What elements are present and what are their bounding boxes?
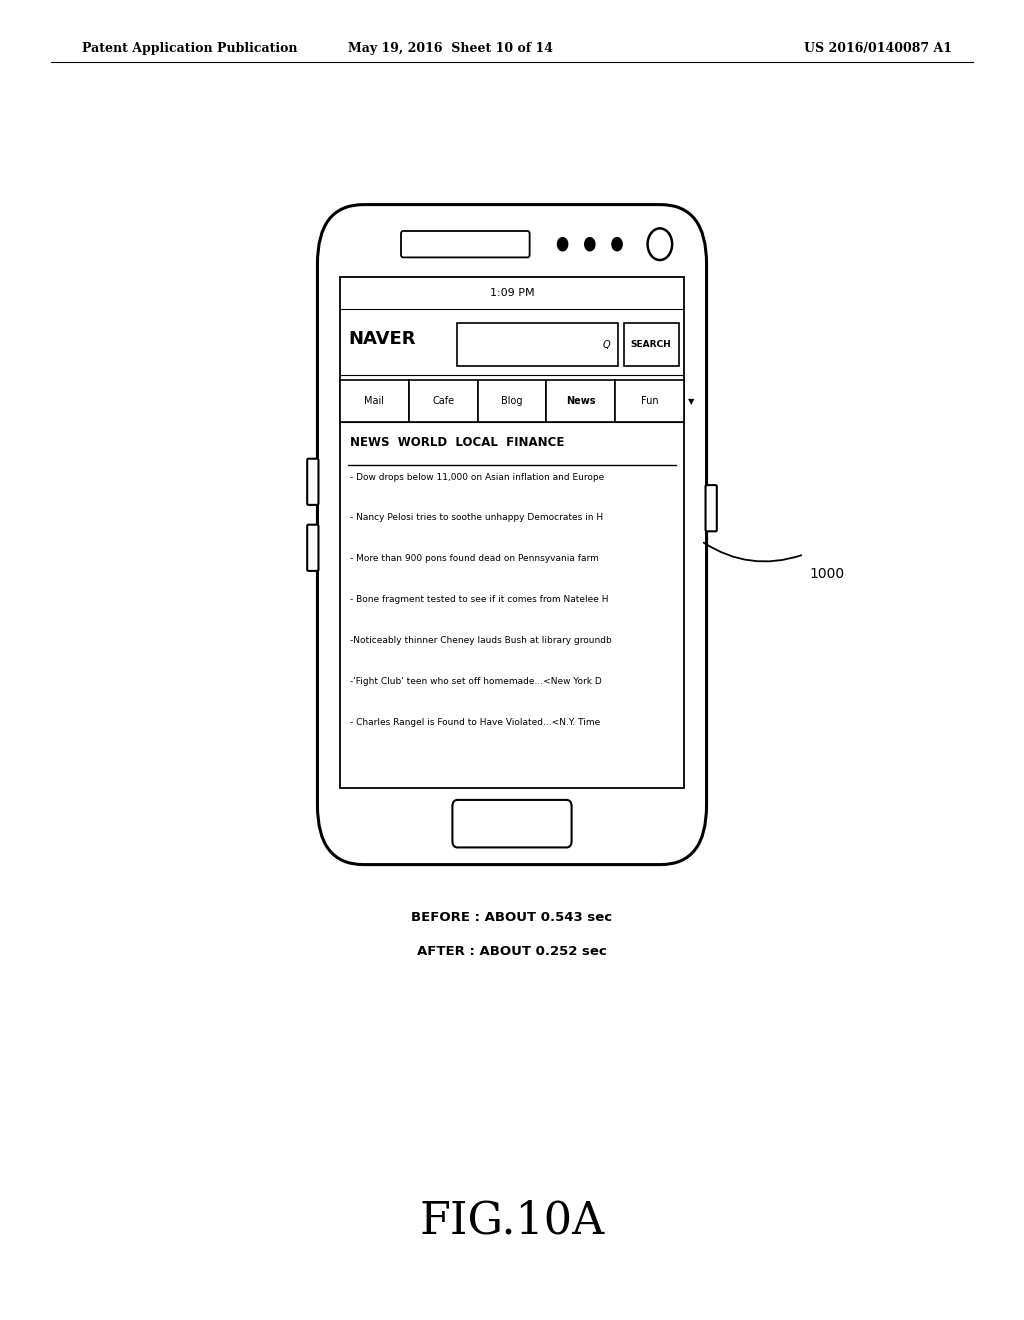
Text: Mail: Mail [365, 396, 384, 407]
Bar [409, 380, 477, 422]
Bar [624, 323, 679, 366]
FancyBboxPatch shape [453, 800, 571, 847]
Text: - More than 900 pons found dead on Pennsyvania farm: - More than 900 pons found dead on Penns… [350, 554, 599, 564]
FancyBboxPatch shape [307, 524, 318, 570]
FancyBboxPatch shape [307, 458, 318, 504]
Text: NEWS  WORLD  LOCAL  FINANCE: NEWS WORLD LOCAL FINANCE [350, 436, 564, 449]
Text: -'Fight Club' teen who set off homemade...<New York D: -'Fight Club' teen who set off homemade.… [350, 677, 602, 686]
Text: Patent Application Publication: Patent Application Publication [82, 42, 297, 55]
Bar [340, 277, 684, 788]
Circle shape [585, 238, 595, 251]
Text: SEARCH: SEARCH [631, 341, 672, 348]
Text: BEFORE : ABOUT 0.543 sec: BEFORE : ABOUT 0.543 sec [412, 911, 612, 924]
Text: Fun: Fun [641, 396, 658, 407]
Circle shape [612, 238, 623, 251]
Text: May 19, 2016  Sheet 10 of 14: May 19, 2016 Sheet 10 of 14 [348, 42, 553, 55]
Text: -Noticeably thinner Cheney lauds Bush at library groundb: -Noticeably thinner Cheney lauds Bush at… [350, 636, 612, 645]
Text: - Nancy Pelosi tries to soothe unhappy Democrates in H: - Nancy Pelosi tries to soothe unhappy D… [350, 513, 603, 523]
Bar [547, 380, 615, 422]
Bar [340, 380, 409, 422]
Bar [457, 323, 618, 366]
FancyBboxPatch shape [317, 205, 707, 865]
Text: Cafe: Cafe [432, 396, 455, 407]
FancyBboxPatch shape [401, 231, 529, 257]
Text: - Charles Rangel is Found to Have Violated...<N.Y. Time: - Charles Rangel is Found to Have Violat… [350, 718, 600, 727]
Circle shape [557, 238, 567, 251]
FancyBboxPatch shape [706, 484, 717, 531]
Text: US 2016/0140087 A1: US 2016/0140087 A1 [804, 42, 952, 55]
Text: AFTER : ABOUT 0.252 sec: AFTER : ABOUT 0.252 sec [417, 945, 607, 958]
Text: - Bone fragment tested to see if it comes from Natelee H: - Bone fragment tested to see if it come… [350, 595, 608, 605]
FancyArrowPatch shape [703, 543, 801, 561]
Text: 1:09 PM: 1:09 PM [489, 288, 535, 298]
Text: Blog: Blog [502, 396, 522, 407]
Bar [615, 380, 684, 422]
Text: News: News [566, 396, 596, 407]
Bar [477, 380, 547, 422]
Text: 1000: 1000 [809, 568, 844, 581]
Text: NAVER: NAVER [348, 330, 416, 348]
Text: FIG.10A: FIG.10A [420, 1200, 604, 1242]
Text: ▼: ▼ [688, 397, 694, 405]
Text: - Dow drops below 11,000 on Asian inflation and Europe: - Dow drops below 11,000 on Asian inflat… [350, 473, 604, 482]
Text: Q: Q [602, 339, 610, 350]
